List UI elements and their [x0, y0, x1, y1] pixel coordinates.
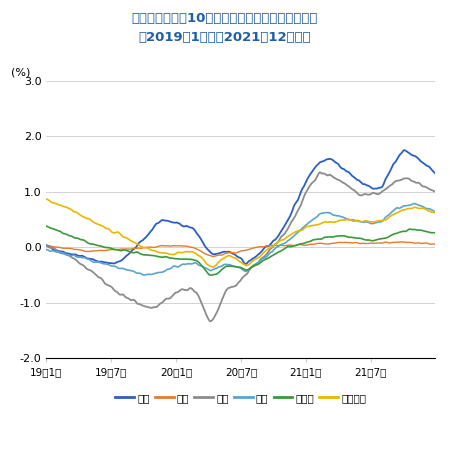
フランス [218, 257, 223, 263]
米国 [317, 169, 323, 175]
豪州 [217, 250, 223, 256]
Text: （2019年1月初～2021年12月末）: （2019年1月初～2021年12月末） [139, 31, 311, 44]
英国 [218, 263, 223, 269]
ドイツ [292, 243, 297, 249]
豪州 [243, 261, 248, 267]
英国 [432, 209, 438, 214]
日本 [172, 243, 178, 249]
日本 [400, 239, 405, 244]
豪州 [432, 170, 438, 176]
フランス [118, 231, 123, 237]
フランス [44, 196, 49, 202]
豪州 [172, 220, 178, 226]
米国 [432, 189, 438, 194]
英国 [412, 201, 417, 206]
日本 [292, 243, 297, 248]
Text: ＜主要先進国の10年国債円ヘッジ後利回り推移＞: ＜主要先進国の10年国債円ヘッジ後利回り推移＞ [132, 12, 318, 25]
米国 [352, 188, 358, 194]
ドイツ [271, 252, 277, 257]
日本 [218, 253, 223, 258]
Legend: 豪州, 日本, 米国, 英国, ドイツ, フランス: 豪州, 日本, 米国, 英国, ドイツ, フランス [111, 389, 370, 407]
豪州 [352, 175, 357, 180]
英国 [352, 218, 357, 223]
米国 [44, 243, 49, 249]
英国 [118, 266, 123, 271]
ドイツ [44, 223, 49, 229]
米国 [118, 292, 123, 297]
英国 [292, 233, 297, 238]
ドイツ [352, 235, 357, 241]
Line: 日本: 日本 [46, 242, 435, 257]
英国 [44, 247, 49, 253]
フランス [172, 252, 178, 257]
豪州 [292, 202, 297, 208]
豪州 [271, 237, 277, 243]
フランス [432, 210, 438, 215]
米国 [172, 290, 178, 296]
フランス [352, 219, 357, 224]
英国 [173, 263, 178, 269]
ドイツ [118, 248, 123, 253]
ドイツ [432, 230, 438, 236]
豪州 [402, 147, 407, 153]
日本 [44, 243, 49, 248]
フランス [210, 264, 216, 270]
Text: (%): (%) [11, 68, 31, 78]
米国 [218, 300, 223, 306]
ドイツ [218, 268, 223, 273]
Line: 米国: 米国 [46, 172, 435, 321]
日本 [118, 246, 123, 252]
Line: 英国: 英国 [46, 203, 435, 275]
Line: ドイツ: ドイツ [46, 226, 435, 275]
米国 [271, 243, 277, 248]
英国 [271, 246, 277, 252]
日本 [271, 243, 277, 248]
豪州 [118, 258, 123, 264]
英国 [141, 272, 147, 278]
ドイツ [172, 256, 178, 261]
米国 [292, 215, 297, 220]
Line: フランス: フランス [46, 199, 435, 267]
日本 [432, 241, 438, 247]
日本 [210, 254, 216, 260]
日本 [352, 240, 357, 245]
ドイツ [207, 272, 213, 278]
豪州 [44, 242, 49, 248]
フランス [292, 229, 297, 235]
フランス [271, 243, 277, 248]
米国 [207, 319, 213, 324]
Line: 豪州: 豪州 [46, 150, 435, 264]
